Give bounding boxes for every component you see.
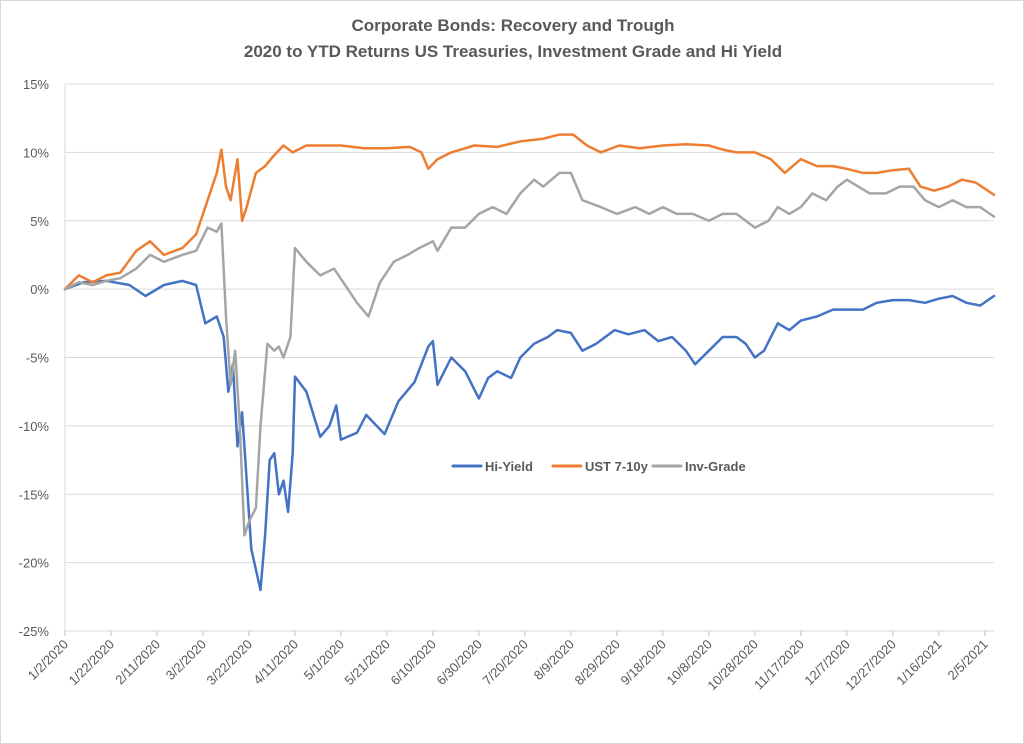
y-tick-label: -25% — [19, 624, 50, 639]
chart-title: Corporate Bonds: Recovery and Trough — [351, 16, 674, 35]
x-tick-label: 1/2/2020 — [25, 637, 71, 683]
y-tick-label: -5% — [26, 351, 50, 366]
y-tick-label: -10% — [19, 419, 50, 434]
series-line-hi-yield — [63, 279, 996, 592]
x-tick-label: 9/18/2020 — [617, 637, 669, 689]
series-line-inv-grade — [63, 171, 996, 537]
x-tick-label: 1/22/2020 — [66, 637, 118, 689]
x-tick-label: 7/20/2020 — [480, 637, 532, 689]
x-tick-label: 6/10/2020 — [388, 637, 440, 689]
y-tick-label: 5% — [30, 214, 49, 229]
x-tick-label: 5/1/2020 — [301, 637, 347, 683]
x-tick-label: 8/9/2020 — [531, 637, 577, 683]
y-tick-label: 15% — [23, 77, 49, 92]
gridlines — [65, 83, 994, 632]
series-line-ust-7-10y — [63, 133, 996, 291]
x-tick-label: 3/2/2020 — [163, 637, 209, 683]
x-tick-label: 2/5/2021 — [945, 637, 991, 683]
y-tick-label: 0% — [30, 282, 49, 297]
y-tick-label: 10% — [23, 145, 49, 160]
chart-subtitle: 2020 to YTD Returns US Treasuries, Inves… — [244, 42, 782, 61]
y-tick-label: -20% — [19, 556, 50, 571]
y-tick-label: -15% — [19, 487, 50, 502]
series-lines — [63, 133, 996, 592]
x-tick-label: 8/29/2020 — [571, 637, 623, 689]
legend: Hi-Yield UST 7-10y Inv-Grade — [451, 459, 746, 474]
legend-label: Hi-Yield — [485, 459, 533, 474]
legend-label: Inv-Grade — [685, 459, 746, 474]
x-tick-label: 2/11/2020 — [112, 637, 163, 688]
x-tick-label: 3/22/2020 — [204, 637, 256, 689]
x-tick-label: 5/21/2020 — [342, 637, 394, 689]
x-tick-label: 11/17/2020 — [751, 637, 807, 693]
legend-label: UST 7-10y — [585, 459, 649, 474]
x-tick-label: 6/30/2020 — [434, 637, 486, 689]
x-tick-label: 1/16/2021 — [893, 637, 945, 689]
x-tick-label: 4/11/2020 — [250, 637, 301, 688]
